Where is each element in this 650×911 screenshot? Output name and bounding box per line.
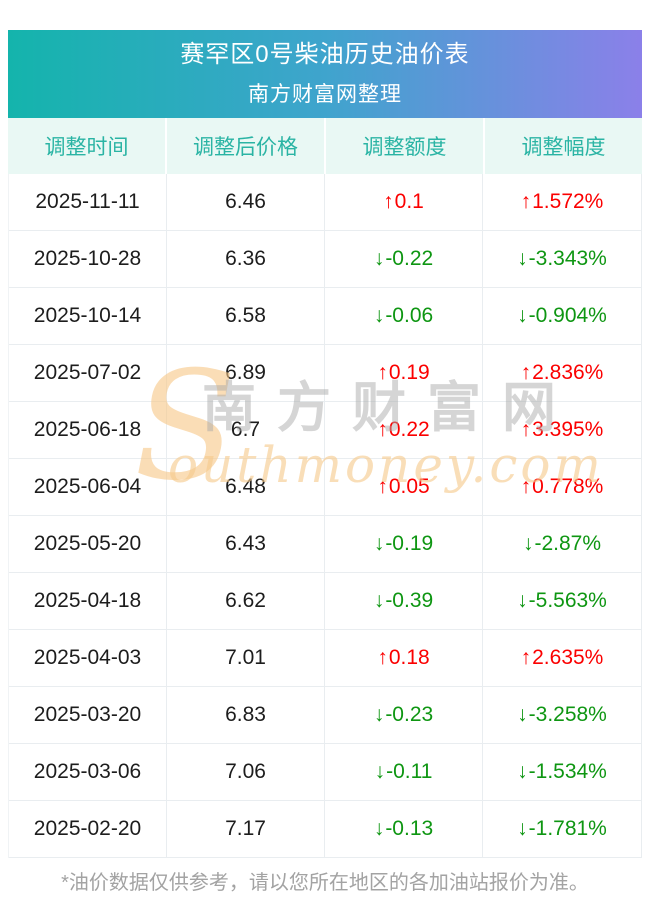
down-arrow-icon: ↓ [517, 589, 528, 612]
change-cell: ↓ -0.19 [325, 516, 483, 572]
pct-cell: ↑ 2.836% [520, 361, 604, 384]
price-cell: 6.36 [167, 231, 325, 287]
header-adjust-percent: 调整幅度 [485, 118, 642, 174]
change-cell: ↓ -0.39 [325, 573, 483, 629]
down-arrow-icon: ↓ [373, 304, 385, 327]
pct-cell: ↓ -1.534% [517, 760, 607, 783]
table-row: 2025-10-14 6.58 ↓ -0.06 ↓ -0.904% [9, 288, 641, 345]
up-arrow-icon: ↑ [520, 646, 532, 669]
down-arrow-icon: ↓ [517, 817, 528, 840]
date-cell: 2025-11-11 [9, 174, 167, 230]
change-cell: ↓ -0.13 [325, 801, 483, 857]
date-cell: 2025-04-03 [9, 630, 167, 686]
price-cell: 6.48 [167, 459, 325, 515]
date-cell: 2025-05-20 [9, 516, 167, 572]
pct-cell: ↓ -5.563% [517, 589, 607, 612]
price-cell: 6.7 [167, 402, 325, 458]
date-cell: 2025-03-20 [9, 687, 167, 743]
price-cell: 7.01 [167, 630, 325, 686]
up-arrow-icon: ↑ [377, 361, 388, 384]
disclaimer-note: *油价数据仅供参考，请以您所在地区的各加油站报价为准。 [61, 872, 589, 894]
header-adjusted-price: 调整后价格 [167, 118, 324, 174]
down-arrow-icon: ↓ [517, 304, 528, 327]
table-row: 2025-10-28 6.36 ↓ -0.22 ↓ -3.343% [9, 231, 641, 288]
change-cell: ↑ 0.19 [325, 345, 483, 401]
pct-cell: ↓ -1.781% [517, 817, 607, 840]
table-row: 2025-11-11 6.46 ↑ 0.1 ↑ 1.572% [9, 174, 641, 231]
date-cell: 2025-07-02 [9, 345, 167, 401]
down-arrow-icon: ↓ [373, 532, 385, 555]
down-arrow-icon: ↓ [522, 532, 534, 555]
date-cell: 2025-06-04 [9, 459, 167, 515]
table-row: 2025-02-20 7.17 ↓ -0.13 ↓ -1.781% [9, 801, 641, 858]
change-cell: ↓ -0.11 [325, 744, 483, 800]
down-arrow-icon: ↓ [373, 589, 385, 612]
price-cell: 7.06 [167, 744, 325, 800]
change-cell: ↓ -0.06 [325, 288, 483, 344]
price-cell: 6.46 [167, 174, 325, 230]
table-row: 2025-06-04 6.48 ↑ 0.05 ↑ 0.778% [9, 459, 641, 516]
date-cell: 2025-03-06 [9, 744, 167, 800]
price-cell: 6.58 [167, 288, 325, 344]
table-title-banner: 赛罕区0号柴油历史油价表 南方财富网整理 [8, 30, 642, 118]
pct-cell: ↓ -0.904% [517, 304, 607, 327]
down-arrow-icon: ↓ [517, 247, 528, 270]
down-arrow-icon: ↓ [517, 703, 528, 726]
table-row: 2025-04-03 7.01 ↑ 0.18 ↑ 2.635% [9, 630, 641, 687]
date-cell: 2025-02-20 [9, 801, 167, 857]
up-arrow-icon: ↑ [377, 646, 388, 669]
change-cell: ↑ 0.18 [325, 630, 483, 686]
change-cell: ↑ 0.1 [325, 174, 483, 230]
up-arrow-icon: ↑ [520, 361, 532, 384]
price-cell: 6.62 [167, 573, 325, 629]
pct-cell: ↑ 3.395% [520, 418, 604, 441]
up-arrow-icon: ↑ [383, 190, 394, 213]
page-subtitle: 南方财富网整理 [248, 83, 402, 106]
price-cell: 7.17 [167, 801, 325, 857]
pct-cell: ↓ -2.87% [522, 532, 602, 555]
table-row: 2025-03-06 7.06 ↓ -0.11 ↓ -1.534% [9, 744, 641, 801]
down-arrow-icon: ↓ [373, 817, 385, 840]
table-row: 2025-07-02 6.89 ↑ 0.19 ↑ 2.836% [9, 345, 641, 402]
change-cell: ↑ 0.05 [325, 459, 483, 515]
pct-cell: ↑ 1.572% [520, 190, 604, 213]
change-cell: ↑ 0.22 [325, 402, 483, 458]
header-adjust-amount: 调整额度 [326, 118, 483, 174]
down-arrow-icon: ↓ [373, 247, 385, 270]
pct-cell: ↓ -3.258% [517, 703, 607, 726]
price-cell: 6.43 [167, 516, 325, 572]
page-title: 赛罕区0号柴油历史油价表 [180, 41, 470, 68]
header-adjust-time: 调整时间 [8, 118, 165, 174]
up-arrow-icon: ↑ [520, 190, 532, 213]
up-arrow-icon: ↑ [520, 475, 532, 498]
table-row: 2025-05-20 6.43 ↓ -0.19 ↓ -2.87% [9, 516, 641, 573]
table-header-row: 调整时间 调整后价格 调整额度 调整幅度 [8, 118, 642, 174]
price-history-table: 调整时间 调整后价格 调整额度 调整幅度 2025-11-11 6.46 ↑ 0.1 ↑… [8, 118, 642, 858]
date-cell: 2025-10-28 [9, 231, 167, 287]
up-arrow-icon: ↑ [520, 418, 532, 441]
date-cell: 2025-06-18 [9, 402, 167, 458]
pct-cell: ↑ 0.778% [520, 475, 604, 498]
pct-cell: ↓ -3.343% [517, 247, 607, 270]
change-cell: ↓ -0.22 [325, 231, 483, 287]
up-arrow-icon: ↑ [377, 418, 388, 441]
down-arrow-icon: ↓ [374, 760, 386, 783]
table-row: 2025-06-18 6.7 ↑ 0.22 ↑ 3.395% [9, 402, 641, 459]
pct-cell: ↑ 2.635% [520, 646, 604, 669]
price-cell: 6.83 [167, 687, 325, 743]
price-cell: 6.89 [167, 345, 325, 401]
date-cell: 2025-04-18 [9, 573, 167, 629]
down-arrow-icon: ↓ [517, 760, 528, 783]
date-cell: 2025-10-14 [9, 288, 167, 344]
table-row: 2025-04-18 6.62 ↓ -0.39 ↓ -5.563% [9, 573, 641, 630]
table-body: 2025-11-11 6.46 ↑ 0.1 ↑ 1.572% 2025-10-28 6.36 ↓… [8, 174, 642, 858]
up-arrow-icon: ↑ [377, 475, 388, 498]
change-cell: ↓ -0.23 [325, 687, 483, 743]
table-row: 2025-03-20 6.83 ↓ -0.23 ↓ -3.258% [9, 687, 641, 744]
down-arrow-icon: ↓ [373, 703, 385, 726]
